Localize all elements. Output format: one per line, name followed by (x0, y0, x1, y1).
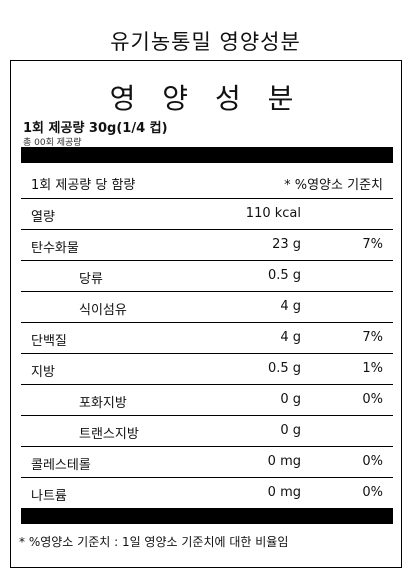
panel-title: 영 양 성 분 (109, 82, 303, 115)
nutrient-row: 탄수화물 23 g 7% (21, 230, 393, 261)
nutrient-amount: 0 g (280, 423, 301, 438)
nutrient-row: 포화지방 0 g 0% (21, 385, 393, 416)
nutrient-amount: 4 g (280, 330, 301, 345)
nutrient-amount: 0 mg (267, 485, 301, 500)
nutrient-percent: 7% (362, 330, 383, 345)
nutrient-row: 당류 0.5 g (21, 261, 393, 292)
nutrient-name: 당류 (79, 272, 103, 287)
nutrient-row: 나트륨 0 mg 0% (21, 478, 393, 509)
nutrient-row: 트랜스지방 0 g (21, 416, 393, 447)
top-divider-bar (21, 147, 393, 163)
nutrient-amount: 0.5 g (267, 361, 301, 376)
nutrient-name: 포화지방 (79, 396, 127, 411)
nutrient-percent: 1% (362, 361, 383, 376)
column-header-row: 1회 제공량 당 함량 * %영양소 기준치 (21, 163, 393, 199)
footnote: * %영양소 기준치 : 1일 영양소 기준치에 대한 비율임 (19, 535, 289, 549)
daily-value-header: * %영양소 기준치 (284, 178, 383, 193)
nutrient-name: 열량 (31, 210, 55, 225)
bottom-divider-bar (21, 508, 393, 524)
page-title: 유기농통밀 영양성분 (110, 30, 301, 54)
nutrient-row: 지방 0.5 g 1% (21, 354, 393, 385)
nutrient-amount: 4 g (280, 299, 301, 314)
nutrient-name: 단백질 (31, 334, 67, 349)
serving-size: 1회 제공량 30g(1/4 컵) (23, 121, 168, 136)
nutrient-name: 지방 (31, 365, 55, 380)
nutrient-row: 콜레스테롤 0 mg 0% (21, 447, 393, 478)
nutrient-percent: 0% (362, 454, 383, 469)
servings-total: 총 00회 제공량 (23, 138, 82, 148)
nutrient-name: 콜레스테롤 (31, 458, 91, 473)
nutrient-name: 트랜스지방 (79, 427, 139, 442)
nutrient-amount: 0 mg (267, 454, 301, 469)
nutrient-percent: 7% (362, 237, 383, 252)
nutrient-row: 열량 110 kcal (21, 199, 393, 230)
nutrient-amount: 23 g (272, 237, 301, 252)
nutrient-name: 탄수화물 (31, 241, 79, 256)
nutrient-amount: 110 kcal (245, 206, 301, 221)
nutrient-row: 식이섬유 4 g (21, 292, 393, 323)
nutrient-amount: 0 g (280, 392, 301, 407)
nutrient-name: 나트륨 (31, 489, 67, 504)
nutrient-row: 단백질 4 g 7% (21, 323, 393, 354)
nutrient-percent: 0% (362, 485, 383, 500)
nutrition-facts-panel: 영 양 성 분 1회 제공량 30g(1/4 컵) 총 00회 제공량 1회 제… (10, 60, 402, 568)
nutrient-percent: 0% (362, 392, 383, 407)
nutrient-name: 식이섬유 (79, 303, 127, 318)
nutrient-amount: 0.5 g (267, 268, 301, 283)
per-serving-header: 1회 제공량 당 함량 (31, 178, 136, 193)
